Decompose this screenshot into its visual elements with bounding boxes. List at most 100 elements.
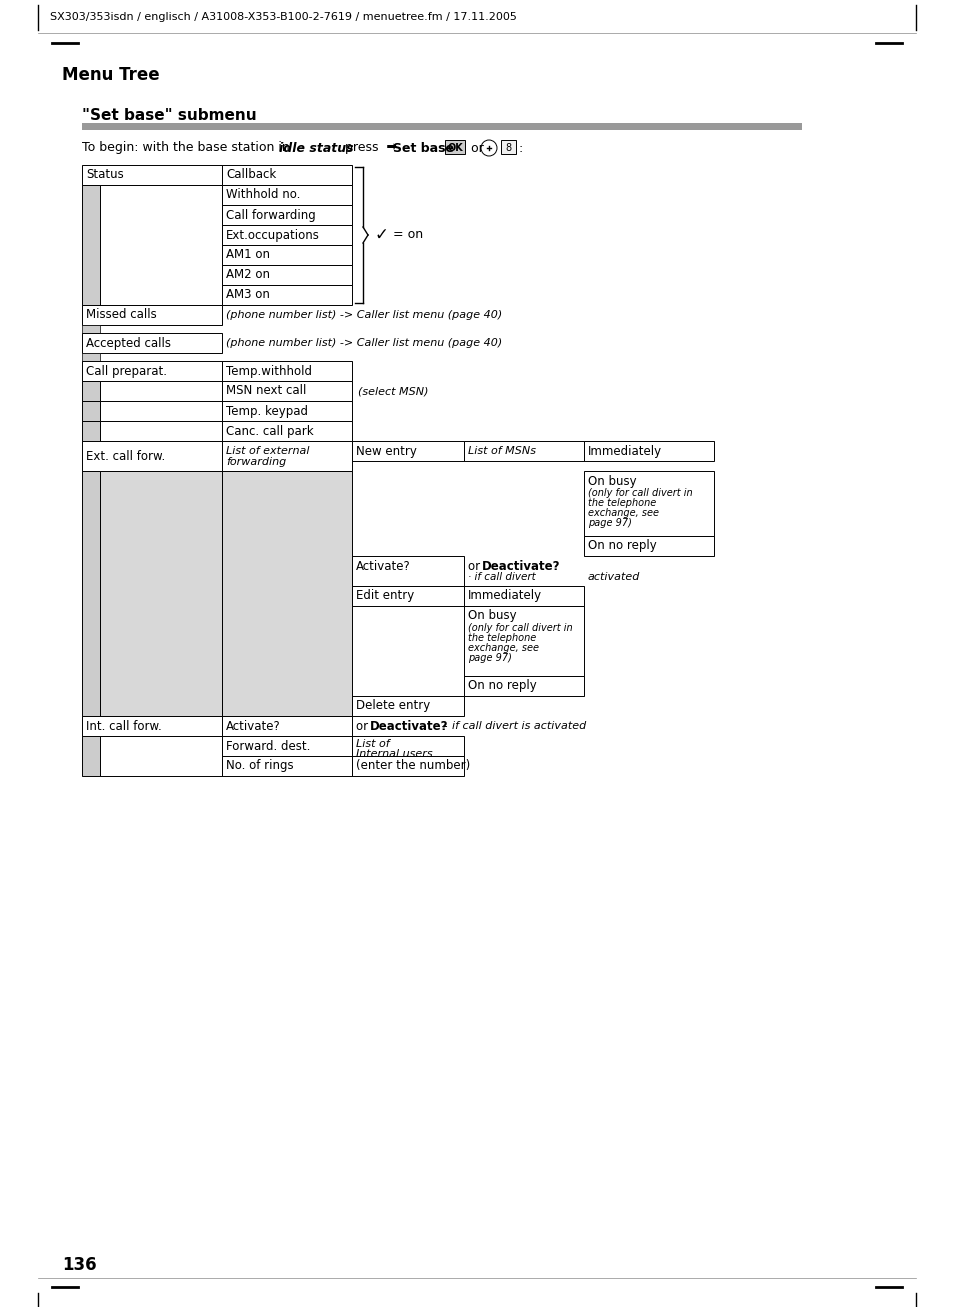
Text: forwarding: forwarding	[226, 457, 286, 467]
Text: Missed calls: Missed calls	[86, 308, 156, 322]
Text: (only for call divert in: (only for call divert in	[587, 488, 692, 498]
Text: Menu Tree: Menu Tree	[62, 65, 159, 84]
Text: Internal users: Internal users	[355, 749, 432, 759]
Text: Withhold no.: Withhold no.	[226, 188, 300, 201]
Text: Ext. call forw.: Ext. call forw.	[86, 450, 165, 463]
Bar	[82, 361, 222, 382]
Text: On no reply: On no reply	[587, 540, 656, 553]
Text: ✓: ✓	[375, 226, 389, 244]
Text: Immediately: Immediately	[468, 589, 541, 603]
Text: the telephone: the telephone	[468, 633, 536, 643]
Text: New entry: New entry	[355, 444, 416, 457]
Bar	[82, 421, 100, 440]
Text: AM1 on: AM1 on	[226, 248, 270, 261]
Bar	[222, 736, 352, 755]
Bar	[100, 421, 222, 440]
Bar	[82, 186, 100, 305]
Text: Deactivate?: Deactivate?	[370, 719, 448, 732]
Bar	[82, 440, 222, 471]
Text: To begin: with the base station in: To begin: with the base station in	[82, 141, 294, 154]
Text: :: :	[518, 141, 522, 154]
Bar	[222, 382, 352, 401]
Bar	[222, 716, 352, 736]
Bar	[352, 755, 463, 776]
Bar	[100, 471, 222, 716]
Bar	[82, 123, 801, 129]
Text: 136: 136	[62, 1256, 96, 1274]
Text: (only for call divert in: (only for call divert in	[468, 623, 572, 633]
Bar	[222, 225, 352, 244]
Text: –: –	[437, 719, 451, 732]
Text: · if call divert: · if call divert	[468, 572, 536, 582]
Text: On busy: On busy	[587, 474, 636, 488]
Text: Immediately: Immediately	[587, 444, 661, 457]
Text: Ext.occupations: Ext.occupations	[226, 229, 319, 242]
Bar	[583, 471, 713, 536]
Text: Call forwarding: Call forwarding	[226, 209, 315, 221]
Text: Deactivate?: Deactivate?	[481, 559, 560, 572]
Text: the telephone: the telephone	[587, 498, 656, 508]
Bar	[222, 205, 352, 225]
Text: On busy: On busy	[468, 609, 517, 622]
Text: No. of rings: No. of rings	[226, 759, 294, 772]
Bar	[82, 353, 100, 361]
Text: Canc. call park: Canc. call park	[226, 425, 314, 438]
Text: Temp. keypad: Temp. keypad	[226, 404, 308, 417]
Bar	[352, 697, 463, 716]
Text: OK: OK	[447, 142, 462, 153]
Bar	[100, 736, 222, 776]
Bar	[222, 186, 352, 205]
Text: or: or	[355, 719, 372, 732]
Bar	[82, 736, 100, 776]
Text: (enter the number): (enter the number)	[355, 759, 470, 772]
Bar	[463, 676, 583, 697]
Bar	[444, 140, 464, 154]
Text: idle status: idle status	[278, 141, 354, 154]
Text: List of external: List of external	[226, 446, 309, 456]
Text: activated: activated	[587, 572, 639, 582]
Bar	[352, 440, 463, 461]
Bar	[222, 244, 352, 265]
Bar	[82, 401, 100, 421]
Bar	[222, 265, 352, 285]
Bar	[82, 325, 100, 333]
Bar	[82, 165, 222, 186]
Text: Temp.withhold: Temp.withhold	[226, 365, 312, 378]
Text: AM3 on: AM3 on	[226, 289, 270, 302]
Bar	[100, 186, 222, 305]
Bar	[463, 440, 583, 461]
Bar	[583, 440, 713, 461]
Text: Status: Status	[86, 169, 124, 182]
Text: Set base: Set base	[393, 141, 454, 154]
Text: press  ➡: press ➡	[340, 141, 405, 154]
Bar	[352, 555, 463, 586]
Bar	[82, 471, 100, 716]
Text: (phone number list) -> Caller list menu (page 40): (phone number list) -> Caller list menu …	[226, 310, 501, 320]
Text: page 97): page 97)	[468, 654, 512, 663]
Text: (phone number list) -> Caller list menu (page 40): (phone number list) -> Caller list menu …	[226, 339, 501, 348]
Text: On no reply: On no reply	[468, 680, 537, 693]
Text: or: or	[468, 559, 483, 572]
Bar	[222, 471, 352, 716]
Text: exchange, see: exchange, see	[587, 508, 659, 518]
Text: Forward. dest.: Forward. dest.	[226, 740, 310, 753]
Text: List of: List of	[355, 738, 389, 749]
Bar	[583, 536, 713, 555]
Text: or: or	[467, 141, 487, 154]
Text: = on: = on	[389, 229, 423, 242]
Bar	[222, 440, 352, 471]
Text: "Set base" submenu: "Set base" submenu	[82, 107, 256, 123]
Bar	[82, 382, 100, 401]
Text: 8: 8	[505, 142, 511, 153]
Bar	[82, 716, 222, 736]
Bar	[500, 140, 516, 154]
Bar	[82, 333, 222, 353]
Text: List of MSNs: List of MSNs	[468, 446, 536, 456]
Bar	[222, 361, 352, 382]
Text: exchange, see: exchange, see	[468, 643, 538, 654]
Text: if call divert is activated: if call divert is activated	[452, 721, 586, 731]
Text: MSN next call: MSN next call	[226, 384, 306, 397]
Text: Activate?: Activate?	[226, 719, 280, 732]
Text: Accepted calls: Accepted calls	[86, 336, 171, 349]
Bar	[352, 736, 463, 755]
